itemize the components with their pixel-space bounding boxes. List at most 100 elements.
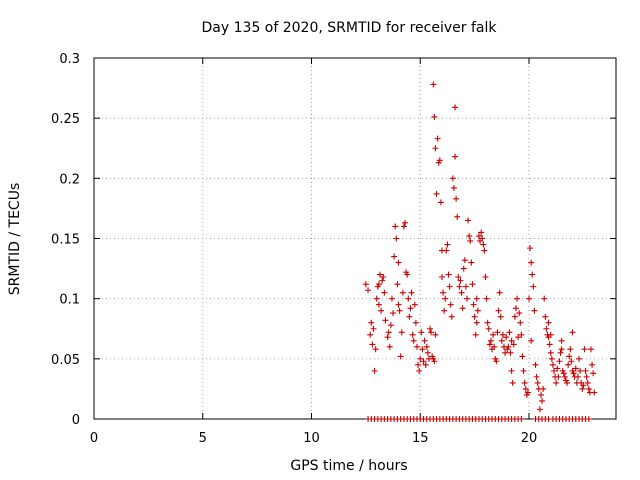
data-point <box>516 310 523 317</box>
data-point <box>468 259 475 266</box>
data-point <box>415 361 422 368</box>
data-point <box>503 334 510 341</box>
data-point <box>589 361 596 368</box>
y-tick-label: 0.3 <box>59 52 80 67</box>
data-point <box>464 295 471 302</box>
data-point <box>555 373 562 380</box>
data-point <box>431 358 438 365</box>
data-point <box>409 331 416 338</box>
data-point <box>473 295 480 302</box>
data-point <box>399 289 406 296</box>
data-point <box>373 295 380 302</box>
data-point <box>520 367 527 374</box>
data-point <box>534 379 541 386</box>
data-point <box>548 355 555 362</box>
y-tick-label: 0.1 <box>59 293 80 308</box>
data-point <box>514 295 521 302</box>
data-point <box>391 253 398 260</box>
data-point <box>518 331 525 338</box>
data-point <box>528 337 535 344</box>
data-point <box>533 373 540 380</box>
y-tick-label: 0.05 <box>51 353 80 368</box>
data-point <box>445 271 452 278</box>
data-point <box>457 277 464 284</box>
data-point <box>471 313 478 320</box>
data-point <box>400 223 407 230</box>
data-point <box>558 346 565 353</box>
data-point <box>499 331 506 338</box>
data-point <box>406 313 413 320</box>
data-point <box>466 233 473 240</box>
x-tick-label: 0 <box>90 431 98 446</box>
data-point <box>530 283 537 290</box>
data-point <box>532 361 539 368</box>
data-point <box>393 235 400 242</box>
data-point <box>365 287 372 294</box>
y-tick-label: 0 <box>72 413 80 428</box>
y-tick-label: 0.2 <box>59 172 80 187</box>
data-point <box>519 353 526 360</box>
data-point <box>465 217 472 224</box>
data-point <box>541 295 548 302</box>
data-point <box>474 307 481 314</box>
data-point <box>455 274 462 281</box>
y-tick-label: 0.15 <box>51 233 80 248</box>
x-tick-label: 5 <box>199 431 207 446</box>
data-point <box>469 281 476 288</box>
data-point <box>475 233 482 240</box>
data-point <box>546 341 553 348</box>
data-point <box>424 349 431 356</box>
data-point <box>540 385 547 392</box>
data-point <box>446 283 453 290</box>
data-point <box>379 277 386 284</box>
data-point <box>536 406 543 413</box>
axis-ticks: 0 5 10 15 20 0 0.05 0.1 0.15 0.2 0.25 0.3 <box>51 52 616 446</box>
data-point <box>396 307 403 314</box>
data-point <box>585 385 592 392</box>
data-point <box>498 337 505 344</box>
data-point <box>459 305 466 312</box>
data-point <box>493 358 500 365</box>
x-axis-label: GPS time / hours <box>290 458 407 474</box>
data-point <box>551 367 558 374</box>
data-point <box>433 190 440 197</box>
data-point <box>521 379 528 386</box>
data-point <box>458 289 465 296</box>
data-point <box>392 223 399 230</box>
data-point <box>582 367 589 374</box>
data-point <box>439 247 445 254</box>
data-point <box>558 337 565 344</box>
data-point <box>570 370 577 377</box>
data-points <box>362 81 598 422</box>
data-point <box>452 153 459 160</box>
data-point <box>384 334 391 341</box>
data-point <box>564 379 571 386</box>
data-point <box>452 104 459 111</box>
data-point <box>456 283 463 290</box>
data-point <box>481 247 488 254</box>
data-point <box>506 329 513 336</box>
data-point <box>565 361 572 368</box>
data-point <box>454 213 461 220</box>
data-point <box>547 349 554 356</box>
data-point <box>529 271 536 278</box>
data-point <box>587 346 594 353</box>
data-point <box>444 241 451 248</box>
data-point <box>487 337 494 344</box>
data-point <box>585 416 592 422</box>
data-point <box>522 385 529 392</box>
data-point <box>510 341 517 348</box>
data-point <box>509 379 516 386</box>
data-point <box>385 329 392 336</box>
data-point <box>484 319 491 326</box>
data-point <box>448 313 455 320</box>
data-point <box>434 135 441 142</box>
y-axis-label: SRMTID / TECUs <box>7 183 23 296</box>
data-point <box>416 367 423 374</box>
data-point <box>524 389 531 396</box>
data-point <box>395 301 402 308</box>
data-point <box>369 341 376 348</box>
data-point <box>517 319 524 326</box>
data-point <box>553 379 560 386</box>
data-point <box>449 175 456 182</box>
